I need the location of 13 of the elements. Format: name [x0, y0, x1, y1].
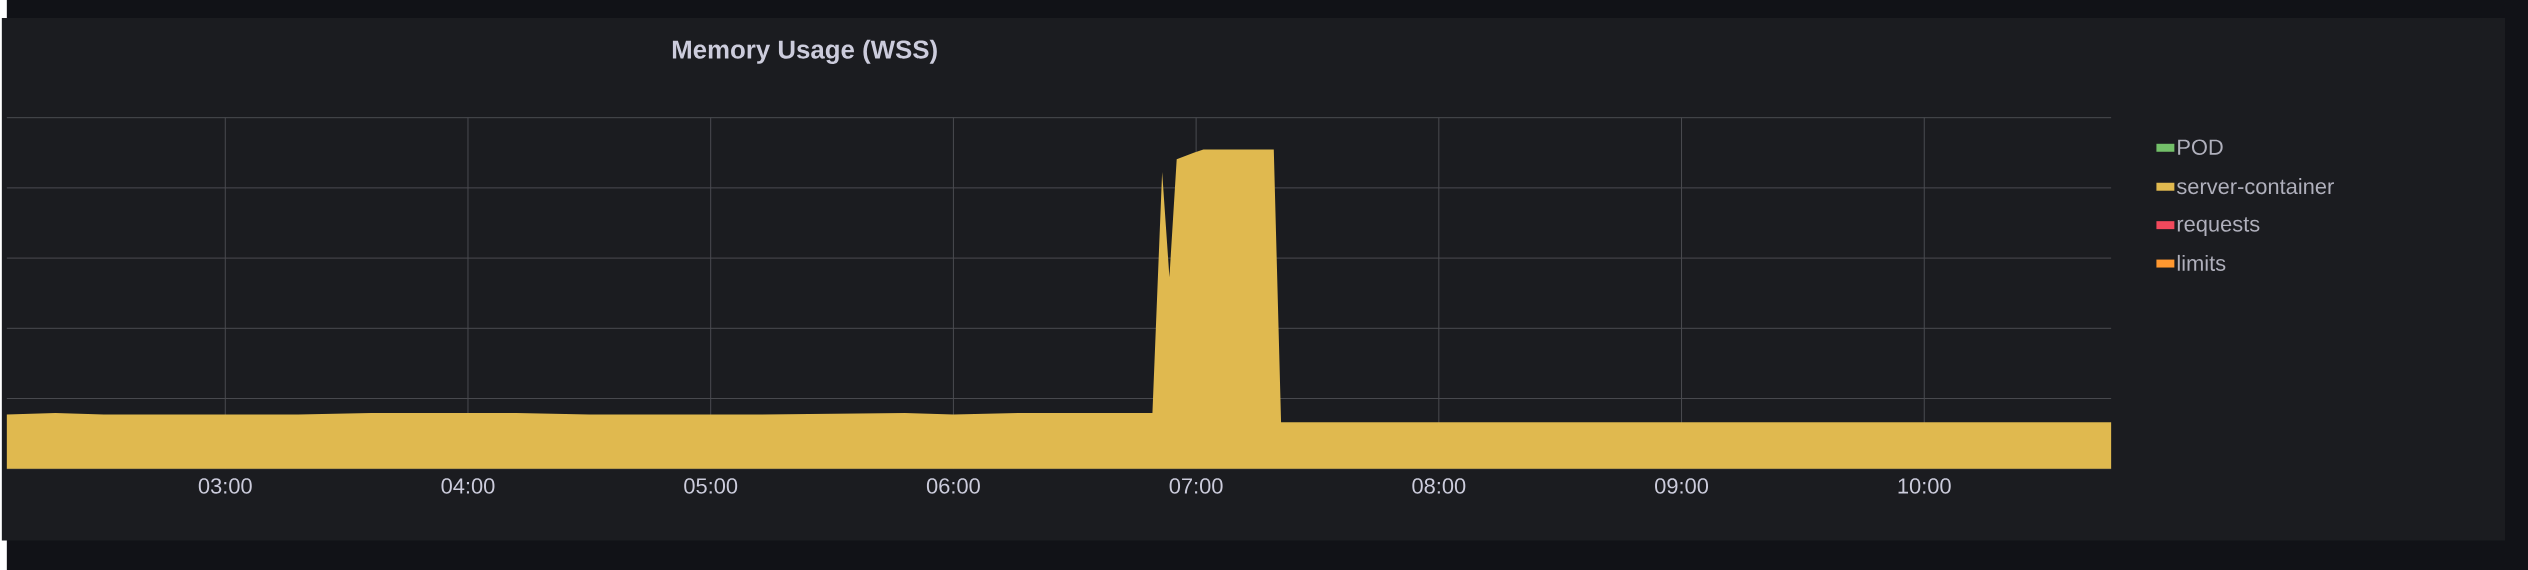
legend-label: server-container — [2176, 177, 2334, 194]
x-tick-label: 08:00 — [1412, 477, 1466, 494]
x-tick-label: 04:00 — [441, 477, 495, 494]
x-tick-label: 05:00 — [684, 477, 738, 494]
x-tick-label: 07:00 — [1169, 477, 1223, 494]
chart-title: Memory Usage (WSS) — [672, 39, 937, 64]
legend-label: requests — [2177, 217, 2260, 236]
legend-label: limits — [2177, 254, 2226, 271]
x-tick-label: 09:00 — [1655, 477, 1709, 494]
x-tick-label: 03:00 — [198, 477, 252, 494]
legend-label: POD — [2178, 139, 2223, 155]
x-tick-label: 10:00 — [1898, 477, 1951, 494]
x-tick-label: 06:00 — [926, 477, 980, 494]
